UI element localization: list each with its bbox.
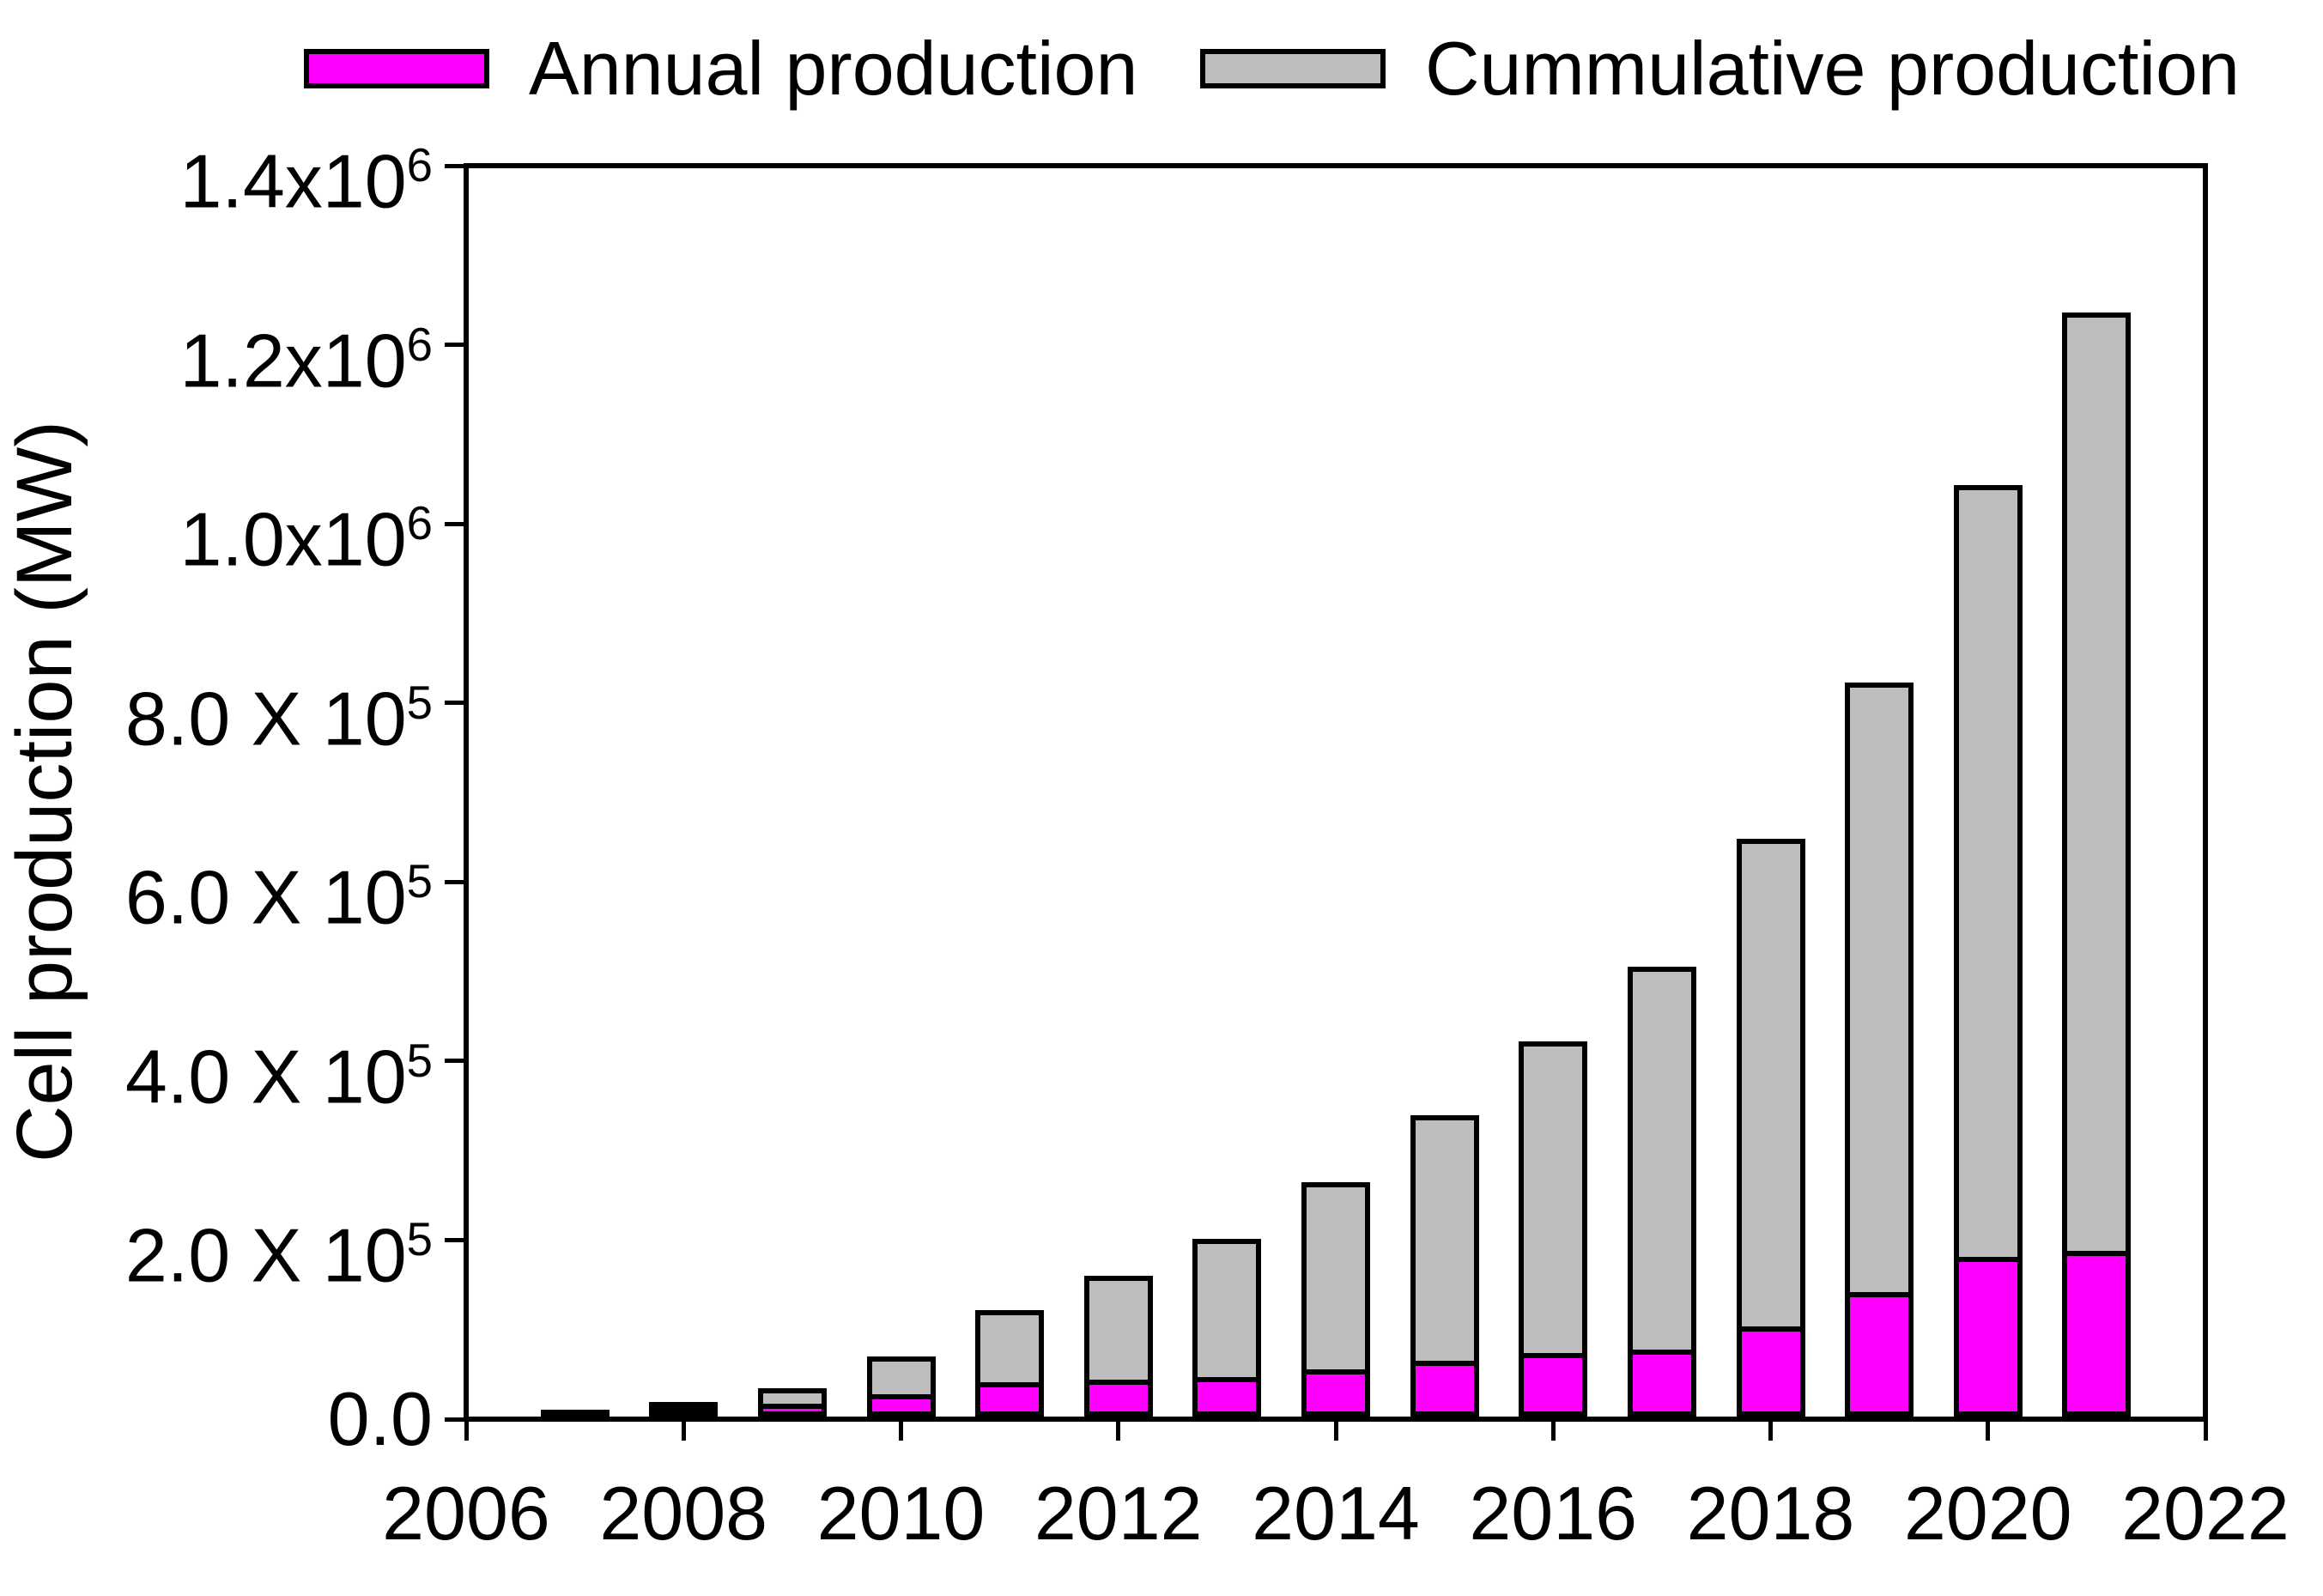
bar-2007-annual: [545, 1410, 604, 1415]
bar-2010-annual: [871, 1394, 931, 1411]
bar-2015: [1410, 1115, 1479, 1417]
bar-2009-annual: [762, 1404, 822, 1411]
y-tick-label: 2.0 X 105: [124, 1212, 433, 1298]
y-tick-label: 1.4x106: [179, 138, 433, 224]
bar-2008-annual: [654, 1406, 713, 1411]
bar-2007: [540, 1410, 610, 1420]
x-tick: [1768, 1422, 1773, 1441]
annual-production-swatch: [304, 49, 489, 88]
bar-2011: [975, 1310, 1045, 1417]
legend-label-annual: Annual production: [529, 26, 1138, 111]
y-tick: [445, 1417, 464, 1422]
bar-2018: [1736, 839, 1805, 1417]
bar-2008: [649, 1402, 719, 1417]
x-tick-label: 2006: [382, 1471, 550, 1556]
x-tick: [681, 1422, 686, 1441]
x-tick-label: 2014: [1252, 1471, 1420, 1556]
bar-2020: [1953, 485, 2023, 1417]
y-tick-label: 6.0 X 105: [124, 854, 433, 940]
bar-2011-annual: [980, 1382, 1040, 1411]
x-tick: [1333, 1422, 1338, 1441]
cumulative-production-swatch: [1200, 49, 1386, 88]
bar-2016: [1519, 1041, 1588, 1417]
y-axis-title: Cell production (MW): [1, 421, 88, 1162]
y-tick: [445, 879, 464, 884]
y-tick: [445, 1237, 464, 1242]
bar-2021-annual: [2067, 1251, 2126, 1411]
legend-item-annual: Annual production: [304, 29, 1137, 108]
x-tick: [1550, 1422, 1556, 1441]
bar-2009: [757, 1388, 827, 1417]
x-tick: [2203, 1422, 2208, 1441]
bar-2016-annual: [1524, 1353, 1583, 1411]
bar-2012: [1083, 1276, 1153, 1417]
bar-2021: [2062, 313, 2132, 1417]
y-tick: [445, 521, 464, 526]
x-tick-label: 2016: [1469, 1471, 1638, 1556]
bar-2019-annual: [1850, 1292, 1909, 1411]
bar-2019: [1845, 683, 1914, 1417]
bar-2014-annual: [1307, 1369, 1365, 1411]
y-tick: [445, 701, 464, 706]
bar-2012-annual: [1089, 1380, 1148, 1411]
y-tick: [445, 343, 464, 348]
bar-2013-annual: [1198, 1377, 1257, 1411]
plot-frame: [464, 163, 2208, 1422]
bar-2017-annual: [1632, 1350, 1691, 1411]
y-tick-label: 0.0: [327, 1376, 433, 1461]
legend-label-cumulative: Cummulative production: [1425, 26, 2240, 111]
bar-2013: [1192, 1239, 1262, 1417]
x-tick: [464, 1422, 469, 1441]
bar-2020-annual: [1958, 1257, 2017, 1411]
y-tick-label: 8.0 X 105: [124, 676, 433, 762]
x-tick: [899, 1422, 903, 1441]
bar-2017: [1627, 967, 1696, 1417]
x-tick-label: 2010: [816, 1471, 986, 1556]
y-tick-label: 4.0 X 105: [124, 1034, 433, 1120]
legend-item-cumulative: Cummulative production: [1200, 29, 2240, 108]
x-tick-label: 2008: [599, 1471, 768, 1556]
y-tick: [445, 163, 464, 168]
y-tick-label: 1.2x106: [179, 317, 433, 403]
x-tick: [1116, 1422, 1121, 1441]
bar-2010: [866, 1356, 936, 1417]
x-tick-label: 2012: [1034, 1471, 1203, 1556]
x-tick-label: 2018: [1686, 1471, 1855, 1556]
bar-2018-annual: [1741, 1326, 1800, 1411]
x-tick-label: 2022: [2121, 1471, 2290, 1556]
x-tick-label: 2020: [1903, 1471, 2072, 1556]
bar-2015-annual: [1415, 1361, 1474, 1411]
x-tick: [1986, 1422, 1991, 1441]
y-tick-label: 1.0x106: [179, 496, 433, 582]
bar-2014: [1301, 1182, 1370, 1417]
y-tick: [445, 1059, 464, 1064]
